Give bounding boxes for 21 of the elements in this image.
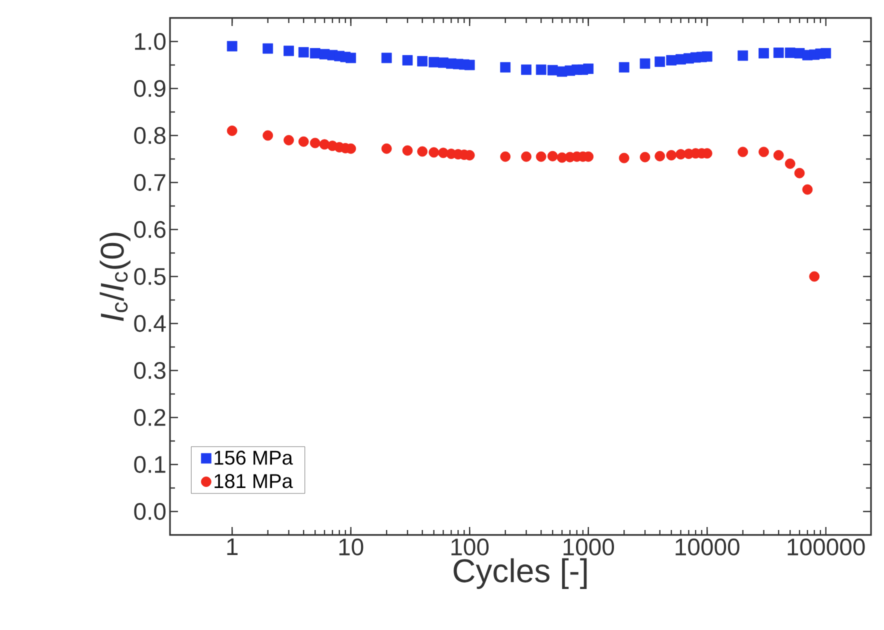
- x-axis-title: Cycles [-]: [454, 558, 587, 589]
- x-tick-label: 10000: [676, 538, 740, 556]
- y-tick-label: 0.1: [134, 456, 166, 473]
- legend-label: 156 MPa: [214, 450, 293, 465]
- x-tick-label: 100: [451, 538, 489, 556]
- x-tick-label: 100000: [788, 538, 865, 556]
- y-tick-label: 0.4: [134, 315, 166, 332]
- x-tick-label: 1: [227, 538, 238, 555]
- y-tick-label: 0.3: [134, 362, 166, 379]
- legend-label: 181 MPa: [214, 474, 293, 488]
- x-tick-label: 10: [339, 538, 364, 556]
- y-tick-label: 0.7: [134, 174, 166, 191]
- y-tick-label: 1.0: [135, 33, 166, 50]
- y-tick-label: 0.2: [134, 409, 166, 426]
- y-tick-label: 0.5: [134, 268, 166, 285]
- y-tick-label: 0.8: [134, 127, 166, 144]
- y-axis-title: I$_{c}$/I$_{c}$(0): [100, 232, 130, 321]
- y-tick-label: 0.0: [134, 503, 166, 520]
- y-tick-label: 0.6: [134, 221, 166, 238]
- x-tick-label: 1000: [564, 538, 614, 556]
- y-tick-label: 0.9: [134, 80, 166, 97]
